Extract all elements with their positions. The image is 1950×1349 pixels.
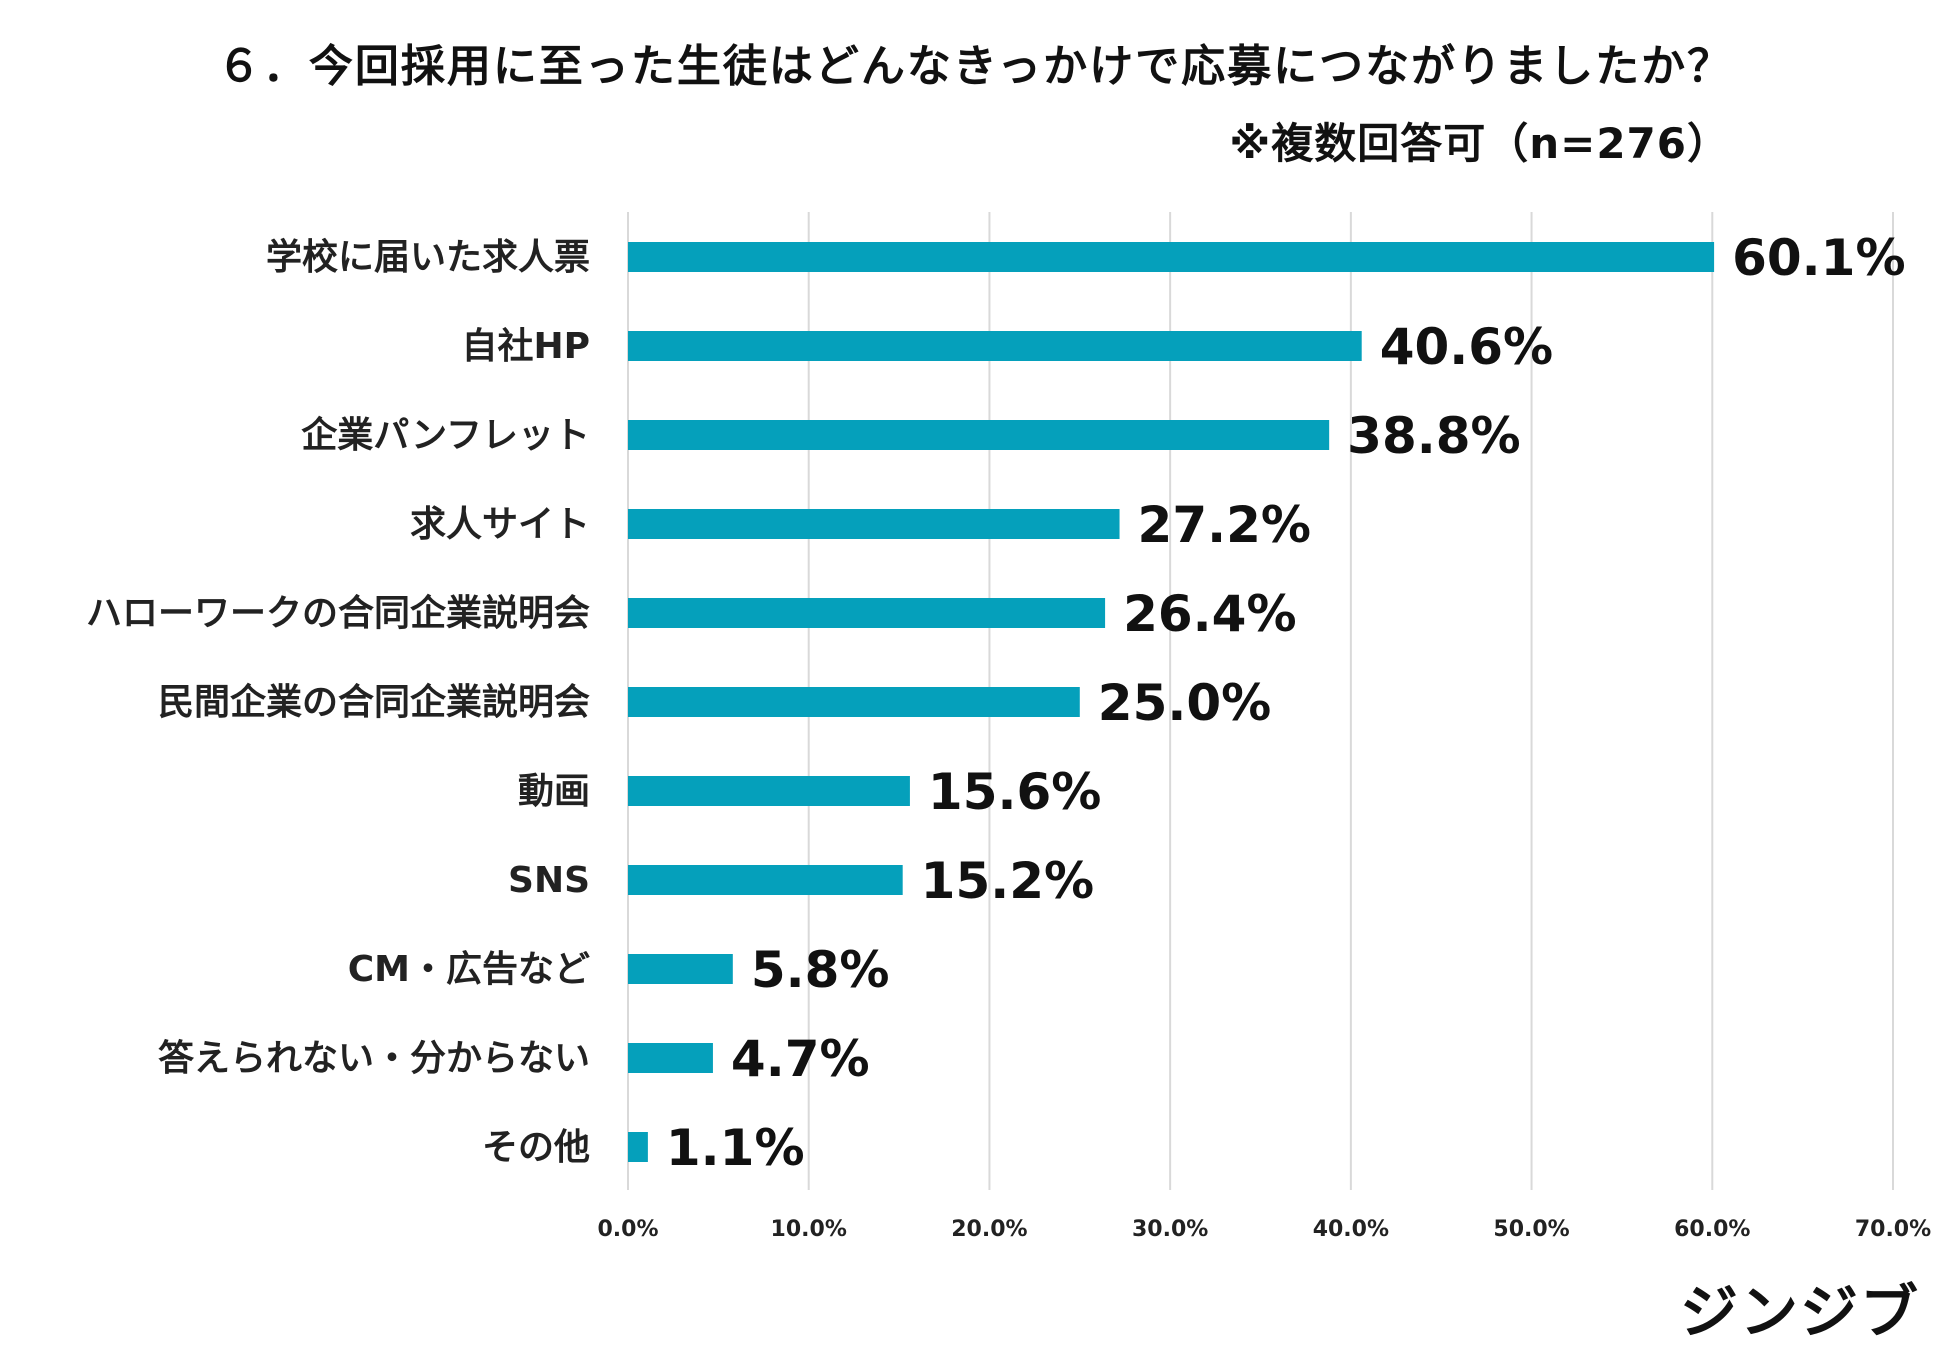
- bar: [628, 242, 1715, 272]
- category-label: 学校に届いた求人票: [266, 236, 590, 278]
- chart-subtitle: ※複数回答可（n=276）: [1229, 119, 1730, 168]
- chart-title: ６．今回採用に至った生徒はどんなきっかけで応募につながりましたか？: [216, 41, 1734, 92]
- bar: [628, 954, 733, 984]
- x-tick-label: 0.0%: [597, 1217, 658, 1242]
- bar: [628, 1132, 648, 1162]
- bar: [628, 776, 910, 806]
- x-tick-label: 20.0%: [951, 1217, 1027, 1242]
- category-label: 企業パンフレット: [301, 414, 590, 456]
- value-label: 40.6%: [1380, 318, 1553, 376]
- bar: [628, 331, 1362, 361]
- value-label: 1.1%: [666, 1119, 805, 1177]
- bar: [628, 687, 1080, 717]
- category-label: 民間企業の合同企業説明会: [158, 681, 590, 723]
- bar: [628, 420, 1330, 450]
- x-tick-label: 50.0%: [1493, 1217, 1569, 1242]
- category-label: 答えられない・分からない: [158, 1038, 590, 1079]
- value-label: 25.0%: [1098, 674, 1271, 732]
- value-label: 60.1%: [1732, 229, 1905, 287]
- x-tick-label: 30.0%: [1132, 1217, 1208, 1242]
- value-label: 15.2%: [921, 852, 1094, 910]
- category-label: SNS: [508, 860, 590, 901]
- brand-logo: ジンジブ: [1679, 1278, 1920, 1346]
- value-label: 27.2%: [1138, 496, 1311, 554]
- category-label: CM・広告など: [348, 949, 590, 990]
- bar-layer: [628, 242, 1715, 1162]
- bar: [628, 509, 1120, 539]
- value-label: 15.6%: [928, 763, 1101, 821]
- bar: [628, 865, 903, 895]
- x-tick-label: 10.0%: [771, 1217, 847, 1242]
- x-tick-label: 60.0%: [1674, 1217, 1750, 1242]
- category-label: 動画: [518, 771, 590, 812]
- label-layer: 0.0% 10.0% 20.0% 30.0% 40.0% 50.0% 60.0% 70.0% 学…: [86, 229, 1931, 1242]
- bar: [628, 1043, 713, 1073]
- value-label: 5.8%: [751, 941, 890, 999]
- bar: [628, 598, 1106, 628]
- category-label: ハローワークの合同企業説明会: [86, 592, 590, 634]
- value-label: 26.4%: [1123, 585, 1296, 643]
- value-label: 4.7%: [731, 1030, 870, 1088]
- category-label: 求人サイト: [410, 504, 590, 545]
- category-label: 自社HP: [461, 326, 590, 367]
- x-tick-label: 40.0%: [1313, 1217, 1389, 1242]
- category-label: その他: [482, 1127, 590, 1168]
- x-tick-label: 70.0%: [1855, 1217, 1931, 1242]
- value-label: 38.8%: [1347, 407, 1520, 465]
